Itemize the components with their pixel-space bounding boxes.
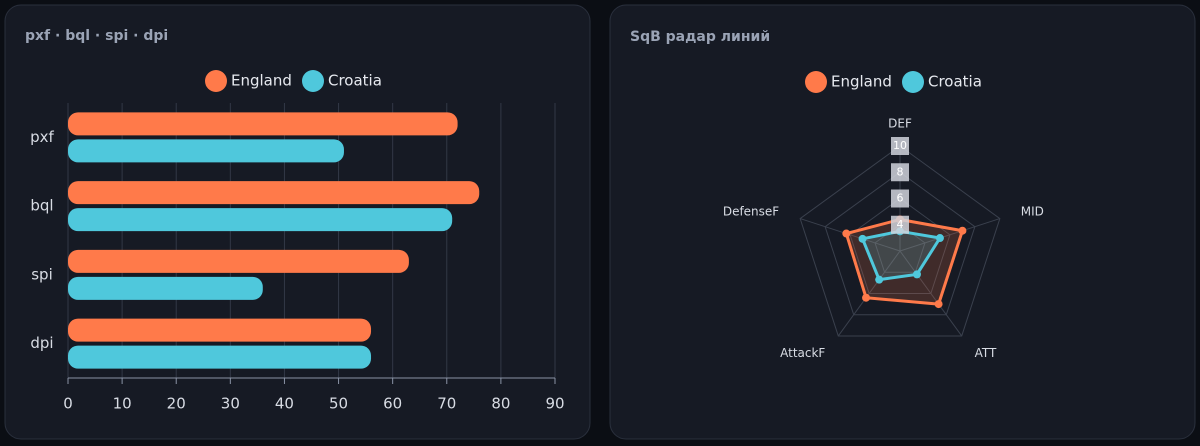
r-tick-label: 4 (897, 218, 904, 231)
legend-label: Croatia (328, 72, 382, 90)
axis-label: ATT (975, 346, 997, 360)
axis-label: AttackF (780, 346, 825, 360)
legend-swatch (902, 71, 924, 93)
x-tick-label: 80 (491, 395, 510, 413)
radar-area (860, 229, 943, 282)
x-tick-label: 0 (63, 395, 73, 413)
y-tick-label: spi (31, 265, 53, 283)
radar-point (842, 229, 851, 238)
x-tick-label: 70 (437, 395, 456, 413)
x-tick-label: 60 (383, 395, 402, 413)
bar (68, 276, 263, 300)
bar (68, 139, 344, 163)
bar (68, 345, 372, 369)
legend-swatch (302, 70, 324, 92)
legend-label: Croatia (928, 73, 982, 91)
x-tick-label: 10 (113, 395, 132, 413)
y-tick-label: dpi (30, 334, 53, 352)
tick-label-bg (891, 137, 909, 155)
legend-swatch (205, 70, 227, 92)
legend-swatch (805, 71, 827, 93)
bar (68, 181, 480, 205)
radar-point (862, 293, 871, 302)
bar (68, 208, 453, 232)
chart-title: SqB радар линий (630, 29, 770, 45)
spoke (899, 250, 963, 337)
tick-label-bg (891, 163, 909, 182)
radar-point (912, 270, 921, 279)
x-tick-label: 90 (545, 395, 564, 413)
radar-point (935, 234, 944, 243)
bar (68, 249, 409, 273)
grid-ring (799, 145, 1001, 337)
radar-point (858, 234, 867, 243)
y-tick-label: bql (30, 197, 53, 215)
radar-point (875, 275, 884, 284)
grid-ring (874, 224, 926, 273)
legend-label: England (231, 72, 292, 90)
spoke (899, 218, 1001, 252)
axis-label: DefenseF (723, 204, 779, 218)
tick-label-bg (891, 215, 909, 234)
radar-point (934, 300, 943, 309)
x-tick-label: 20 (167, 395, 186, 413)
radar-point (958, 226, 967, 235)
bar (68, 112, 458, 136)
grid-ring (824, 171, 976, 316)
chart-title: pxf · bql · spi · dpi (25, 28, 168, 44)
grid-ring (849, 197, 951, 294)
axis-label: MID (1021, 204, 1044, 218)
tick-label-bg (891, 189, 909, 208)
axis-label: DEF (888, 117, 912, 131)
y-tick-label: pxf (30, 128, 54, 146)
r-tick-label: 10 (893, 139, 907, 152)
x-tick-label: 50 (329, 395, 348, 413)
x-tick-label: 30 (221, 395, 240, 413)
r-tick-label: 6 (897, 192, 904, 205)
legend-label: England (831, 73, 892, 91)
x-tick-label: 40 (275, 395, 294, 413)
r-tick-label: 8 (897, 165, 904, 178)
spoke (837, 250, 901, 337)
bar (68, 318, 372, 342)
radar-area (844, 217, 965, 306)
